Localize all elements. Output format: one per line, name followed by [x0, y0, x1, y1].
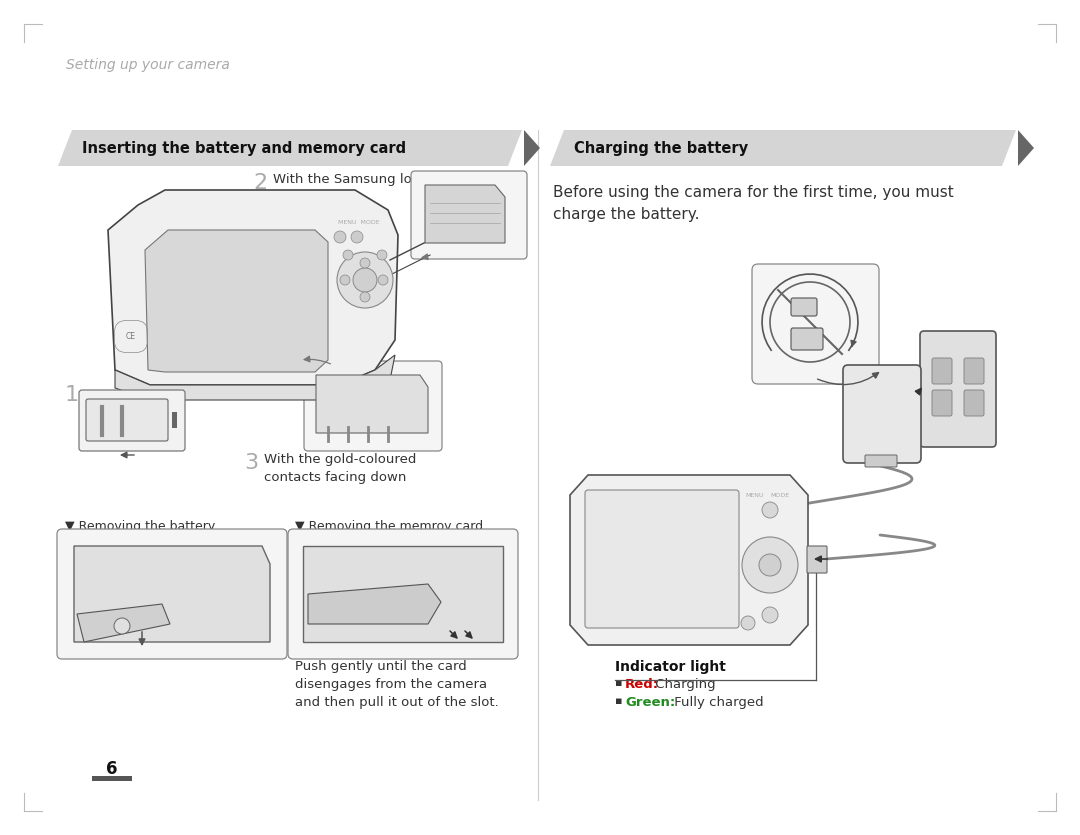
FancyBboxPatch shape	[932, 390, 951, 416]
Text: 1: 1	[65, 385, 79, 405]
Text: ▪: ▪	[615, 696, 622, 706]
Circle shape	[353, 268, 377, 292]
Polygon shape	[108, 190, 399, 385]
FancyBboxPatch shape	[791, 298, 816, 316]
Text: Before using the camera for the first time, you must
charge the battery.: Before using the camera for the first ti…	[553, 185, 954, 222]
FancyBboxPatch shape	[752, 264, 879, 384]
Polygon shape	[75, 546, 270, 642]
Circle shape	[762, 502, 778, 518]
Text: MENU  MODE: MENU MODE	[338, 220, 380, 225]
Text: Charging: Charging	[651, 678, 716, 691]
Circle shape	[360, 292, 370, 302]
Polygon shape	[145, 230, 328, 372]
Text: Fully charged: Fully charged	[670, 696, 764, 709]
Polygon shape	[550, 130, 1016, 166]
Circle shape	[762, 607, 778, 623]
Circle shape	[360, 258, 370, 268]
FancyBboxPatch shape	[79, 390, 185, 451]
FancyBboxPatch shape	[585, 490, 739, 628]
FancyBboxPatch shape	[411, 171, 527, 259]
Circle shape	[759, 554, 781, 576]
FancyBboxPatch shape	[57, 529, 287, 659]
Circle shape	[334, 231, 346, 243]
Polygon shape	[303, 546, 503, 642]
Text: ▼ Removing the memroy card: ▼ Removing the memroy card	[295, 520, 483, 533]
Bar	[92, 776, 132, 781]
Polygon shape	[77, 604, 170, 642]
Circle shape	[378, 275, 388, 285]
Circle shape	[340, 275, 350, 285]
Text: MODE: MODE	[770, 493, 789, 498]
FancyBboxPatch shape	[920, 331, 996, 447]
Bar	[172, 412, 177, 428]
Text: Push gently until the card
disengages from the camera
and then pull it out of th: Push gently until the card disengages fr…	[295, 660, 499, 709]
Text: Indicator light: Indicator light	[615, 660, 726, 674]
Circle shape	[343, 250, 353, 260]
Circle shape	[337, 252, 393, 308]
Circle shape	[114, 618, 130, 634]
FancyBboxPatch shape	[86, 399, 168, 441]
FancyBboxPatch shape	[865, 455, 897, 467]
Polygon shape	[316, 375, 428, 433]
Circle shape	[741, 616, 755, 630]
Text: ▼ Removing the battery: ▼ Removing the battery	[65, 520, 215, 533]
Circle shape	[377, 250, 387, 260]
Polygon shape	[114, 355, 395, 400]
FancyBboxPatch shape	[843, 365, 921, 463]
Text: 2: 2	[253, 173, 267, 193]
Text: 4: 4	[195, 368, 211, 388]
Text: With the gold-coloured
contacts facing down: With the gold-coloured contacts facing d…	[264, 453, 417, 484]
Text: 6: 6	[106, 760, 118, 778]
Polygon shape	[308, 584, 441, 624]
Polygon shape	[570, 475, 808, 645]
Text: 3: 3	[244, 453, 258, 473]
FancyBboxPatch shape	[791, 328, 823, 350]
FancyBboxPatch shape	[303, 361, 442, 451]
Polygon shape	[1018, 130, 1034, 166]
Text: With the Samsung logo
facing up: With the Samsung logo facing up	[273, 173, 429, 204]
Circle shape	[351, 231, 363, 243]
Text: CE: CE	[126, 332, 136, 341]
FancyBboxPatch shape	[964, 390, 984, 416]
Text: Setting up your camera: Setting up your camera	[66, 58, 230, 72]
FancyBboxPatch shape	[964, 358, 984, 384]
FancyBboxPatch shape	[807, 546, 827, 573]
FancyBboxPatch shape	[932, 358, 951, 384]
Text: Charging the battery: Charging the battery	[573, 140, 748, 155]
Text: Inserting the battery and memory card: Inserting the battery and memory card	[82, 140, 406, 155]
Circle shape	[742, 537, 798, 593]
Text: Red:: Red:	[625, 678, 659, 691]
Text: MENU: MENU	[745, 493, 764, 498]
Polygon shape	[58, 130, 522, 166]
Text: Green:: Green:	[625, 696, 675, 709]
FancyBboxPatch shape	[288, 529, 518, 659]
Text: ▪: ▪	[615, 678, 622, 688]
Polygon shape	[524, 130, 540, 166]
Polygon shape	[426, 185, 505, 243]
